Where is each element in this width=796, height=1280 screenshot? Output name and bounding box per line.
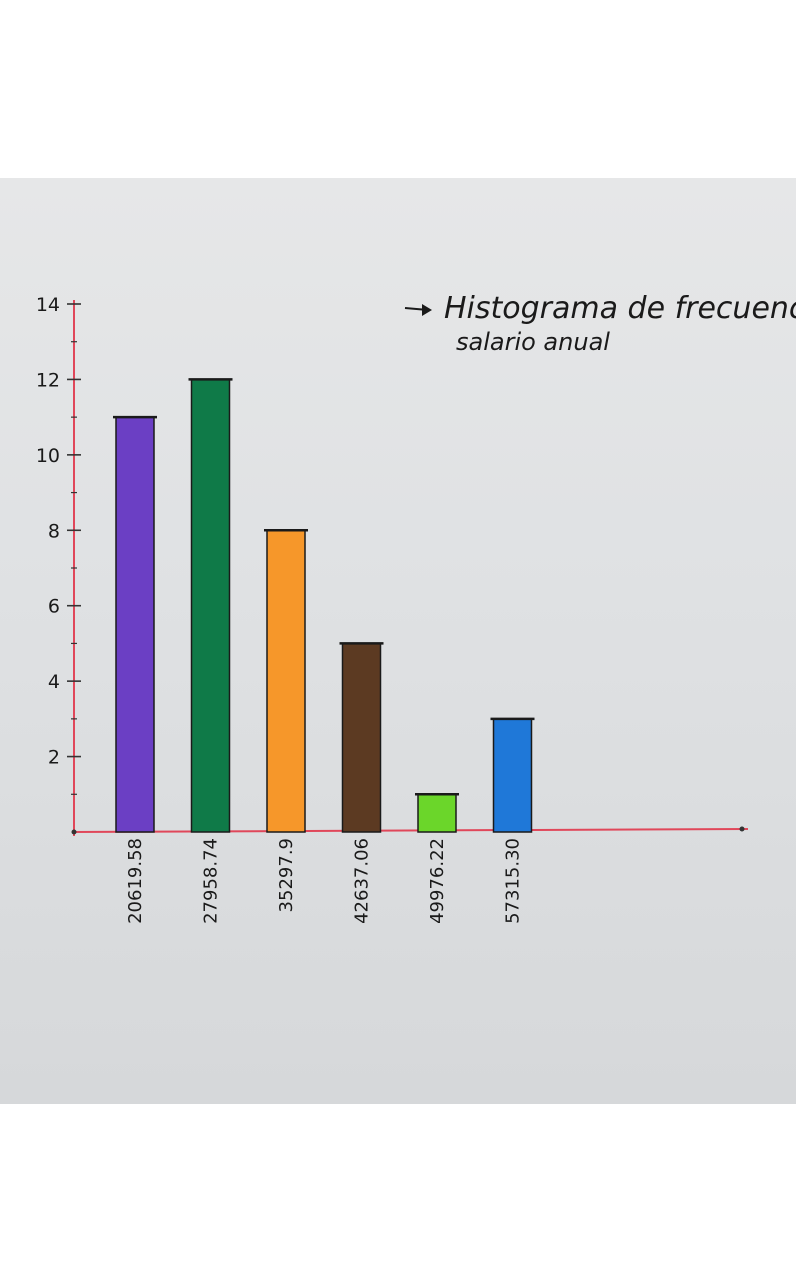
- x-tick-label: 27958.74: [201, 838, 222, 924]
- chart-axes: [67, 300, 749, 836]
- origin-dot: [71, 829, 77, 835]
- y-tick-label: 14: [36, 294, 60, 316]
- chart-title: Histograma de frecuencias: [444, 291, 796, 326]
- x-tick-label: 49976.22: [427, 838, 448, 924]
- chart-bars: [113, 378, 535, 833]
- y-tick-label: 12: [36, 369, 60, 391]
- y-tick-label: 6: [48, 596, 60, 618]
- y-tick-label: 10: [36, 445, 60, 467]
- x-tick-label: 42637.06: [352, 838, 373, 924]
- chart-title-group: Histograma de frecuencias salario anual: [404, 291, 796, 356]
- y-tick-label: 8: [48, 520, 60, 542]
- bar: [190, 378, 231, 833]
- bar: [341, 642, 382, 833]
- x-tick-label: 35297.9: [276, 838, 297, 912]
- paper-sheet: 2 4 6 8 10 12 14 20619.58 27958.74 35297.9 42637.…: [0, 178, 796, 1104]
- x-tick-label: 57315.30: [503, 838, 524, 924]
- histogram-chart: 2 4 6 8 10 12 14 20619.58 27958.74 35297.9 42637.…: [36, 291, 796, 924]
- y-tick-label: 2: [48, 747, 60, 769]
- y-tick-label: 4: [48, 671, 60, 693]
- x-axis-line: [71, 828, 749, 833]
- x-tick-labels: 20619.58 27958.74 35297.9 42637.06 49976.22 5…: [125, 838, 524, 924]
- bar: [115, 416, 155, 833]
- bar: [266, 529, 306, 833]
- x-axis-end-dot: [739, 826, 745, 832]
- bar: [492, 718, 533, 833]
- bar: [417, 793, 457, 833]
- x-tick-label: 20619.58: [125, 838, 146, 924]
- arrow-head-icon: [422, 304, 432, 316]
- y-tick-labels: 2 4 6 8 10 12 14: [36, 294, 60, 769]
- chart-subtitle: salario anual: [456, 328, 610, 356]
